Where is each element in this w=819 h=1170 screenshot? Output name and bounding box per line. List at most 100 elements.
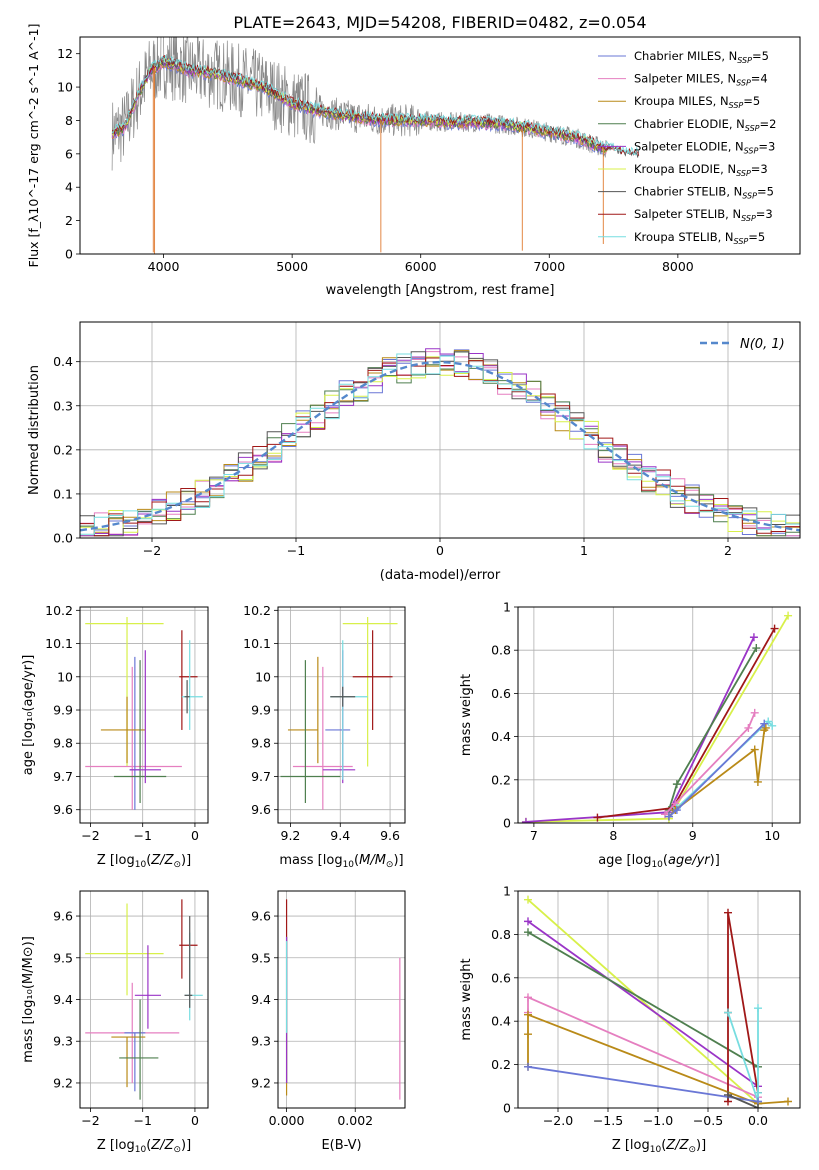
y-tick-label: 9.8 [251, 736, 271, 751]
y-tick-label: 9.5 [251, 950, 271, 965]
x-tick-label: 6000 [405, 259, 437, 274]
y-tick-label: 0.2 [53, 442, 73, 457]
mass-weight-line [527, 920, 759, 1088]
y-tick-label: 0.4 [53, 354, 73, 369]
mass-weight-point [521, 817, 530, 823]
y-tick-label: 9.6 [251, 802, 271, 817]
mass-weight-point [524, 1030, 532, 1039]
y-tick-label: 0.2 [491, 772, 511, 787]
y-tick-label: 9.9 [251, 703, 271, 718]
x-tick-label: 0.000 [269, 1113, 305, 1128]
mass-weight-point [724, 1090, 732, 1099]
y-tick-label: 9.6 [53, 802, 73, 817]
x-tick-label: 0.002 [337, 1113, 373, 1128]
y-tick-label: 0.8 [491, 643, 511, 658]
axes-frame [79, 606, 209, 824]
mass-weight-point [672, 806, 681, 815]
x-tick-label: −1.0 [643, 1113, 673, 1128]
y-tick-label: 0.8 [491, 927, 511, 942]
legend: Chabrier MILES, NSSP=5 Salpeter MILES, NS… [598, 49, 776, 246]
legend-label: Kroupa MILES, NSSP=5 [634, 94, 760, 110]
y-tick-label: 9.4 [251, 992, 271, 1007]
panel-residuals: −2 −1 0 1 2 0.0 0.1 0.2 0.3 0.4 N(0, 1) (data-model… [27, 321, 801, 583]
mass-weight-point [524, 993, 532, 1002]
y-tick-label: 1 [503, 600, 511, 615]
y-tick-label: 2 [65, 213, 73, 228]
mass-weight-point [754, 1088, 762, 1097]
normal-curve-line [80, 360, 800, 532]
y-tick-label: 9.2 [53, 1075, 73, 1090]
y-tick-label: 9.3 [251, 1034, 271, 1049]
y-tick-label: 0 [503, 816, 511, 831]
plot-area [111, 37, 640, 254]
y-tick-label: 9.7 [53, 769, 73, 784]
y-tick-label: 9.6 [251, 909, 271, 924]
plot-area [85, 616, 203, 810]
mass-weight-line [527, 899, 759, 1105]
mass-weight-point [768, 721, 777, 730]
axes-frame [277, 606, 406, 824]
y-tick-label: 10.2 [243, 603, 271, 618]
x-tick-label: 7000 [533, 259, 565, 274]
axes-frame [517, 890, 801, 1109]
x-tick-label: 7 [530, 828, 538, 843]
mass-weight-point [750, 745, 759, 754]
y-tick-label: 9.4 [53, 992, 73, 1007]
mass-weight-point [770, 624, 779, 633]
panel-age_vs_mass: 9.2 9.4 9.6 9.6 9.7 9.8 9.9 10 10.1 10.2 mass [log… [243, 603, 406, 870]
y-tick-label: 9.8 [53, 736, 73, 751]
y-axis-label: mass [log₁₀(M/M⊙)] [21, 936, 36, 1063]
residual-histogram [80, 353, 800, 535]
x-tick-label: 9 [689, 828, 697, 843]
y-tick-label: 0 [65, 247, 73, 262]
mass-weight-point [524, 1010, 532, 1019]
y-tick-label: 9.5 [53, 950, 73, 965]
y-tick-label: 10.1 [45, 636, 73, 651]
legend-label: Kroupa STELIB, NSSP=5 [634, 230, 765, 246]
x-tick-label: 9.6 [380, 828, 400, 843]
x-axis-label: age [log10(age/yr)] [598, 853, 720, 870]
axes-frame [79, 890, 209, 1109]
y-tick-label: 9.3 [53, 1034, 73, 1049]
x-tick-label: −2.0 [543, 1113, 573, 1128]
y-axis-label: mass weight [459, 958, 474, 1040]
x-tick-label: 5000 [276, 259, 308, 274]
mass-weight-point [744, 723, 753, 732]
y-tick-label: 0.4 [491, 1014, 511, 1029]
mass-weight-point [724, 908, 732, 917]
x-tick-label: 0 [191, 1113, 199, 1128]
y-tick-label: 9.9 [53, 703, 73, 718]
legend-label: Chabrier ELODIE, NSSP=2 [634, 117, 776, 133]
y-tick-label: 0 [503, 1101, 511, 1116]
y-tick-label: 10 [57, 669, 73, 684]
x-tick-label: −2 [81, 1113, 99, 1128]
y-tick-label: 6 [65, 146, 73, 161]
y-tick-label: 4 [65, 180, 73, 195]
mass-weight-point [754, 1004, 762, 1013]
x-tick-label: 2 [724, 543, 732, 558]
x-tick-label: 0 [436, 543, 444, 558]
mass-weight-point [724, 1008, 732, 1017]
model-spectrum-line [112, 55, 640, 156]
plot-area [80, 348, 800, 537]
panel-massweight_vs_Z: −2.0 −1.5 −1.0 −0.5 0.0 0 0.2 0.4 0.6 0.8 1 Z [log1… [459, 884, 801, 1155]
panel-spectrum: 4000 5000 6000 7000 8000 0 2 4 6 8 10 12 Chabrier MI… [26, 24, 801, 298]
axes-frame [79, 321, 801, 539]
x-axis-label: Z [log10(Z/Z⊙)] [97, 853, 191, 870]
x-tick-label: 8 [609, 828, 617, 843]
plot-area [85, 899, 203, 1100]
y-tick-label: 0.2 [491, 1057, 511, 1072]
y-tick-label: 0.6 [491, 970, 511, 985]
mass-weight-point [760, 719, 769, 728]
y-tick-label: 8 [65, 113, 73, 128]
x-axis-label: E(B-V) [321, 1138, 361, 1153]
x-tick-label: 10 [764, 828, 780, 843]
x-axis-label: wavelength [Angstrom, rest frame] [326, 283, 555, 298]
plot-area [285, 899, 401, 1100]
x-tick-label: 4000 [148, 259, 180, 274]
mass-weight-point [784, 1097, 792, 1106]
panel-massweight_vs_age: 7 8 9 10 0 0.2 0.4 0.6 0.8 1 age [log10(age/yr)] ma… [459, 600, 801, 870]
mass-weight-point [593, 813, 602, 822]
y-axis-label: Normed distribution [27, 365, 42, 495]
